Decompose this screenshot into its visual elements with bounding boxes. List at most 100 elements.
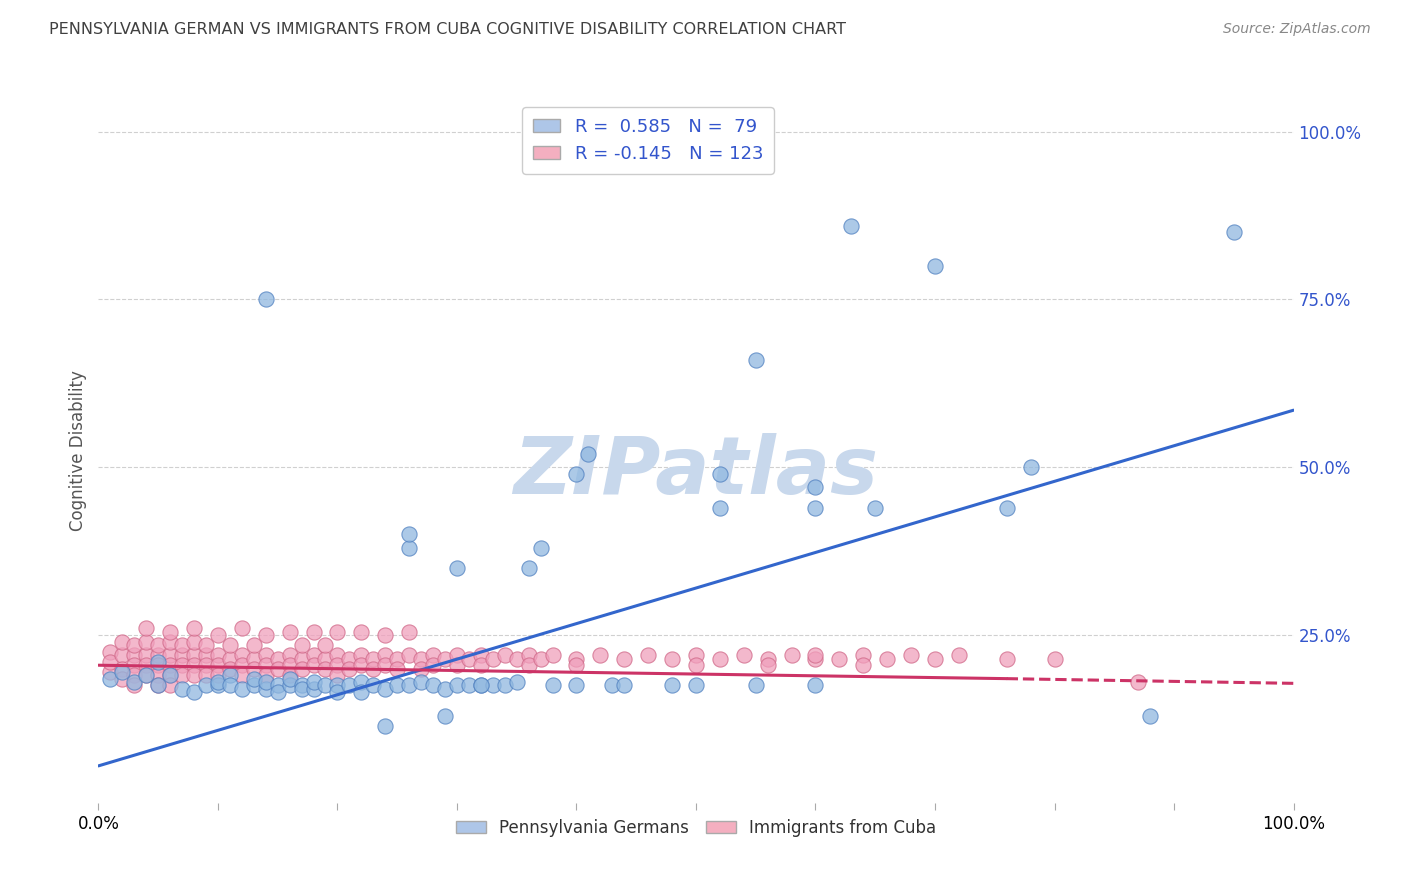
Point [398,541,420,555]
Point [339,651,361,665]
Point [326,685,349,699]
Legend: Pennsylvania Germans, Immigrants from Cuba: Pennsylvania Germans, Immigrants from Cu… [449,813,943,844]
Point [541,678,564,692]
Point [374,718,396,732]
Point [231,681,253,696]
Point [291,681,314,696]
Point [183,648,205,662]
Point [745,352,768,367]
Point [291,651,314,665]
Point [172,638,194,652]
Point [481,651,505,665]
Point [207,678,229,692]
Point [565,467,588,481]
Point [470,678,492,692]
Point [207,675,229,690]
Point [243,672,266,686]
Point [398,624,420,639]
Point [135,648,157,662]
Point [1223,225,1246,239]
Point [385,662,409,676]
Point [458,678,481,692]
Point [530,541,553,555]
Point [804,480,827,494]
Point [350,624,373,639]
Point [159,624,181,639]
Point [183,668,205,682]
Point [291,678,314,692]
Point [506,675,529,690]
Point [446,658,468,673]
Point [578,447,600,461]
Point [374,628,396,642]
Point [481,678,505,692]
Point [709,500,731,515]
Point [291,638,314,652]
Point [613,651,636,665]
Point [124,675,146,690]
Point [1019,460,1042,475]
Point [517,648,540,662]
Point [159,678,181,692]
Point [183,685,205,699]
Point [159,634,181,648]
Point [278,668,301,682]
Point [207,668,229,682]
Point [709,651,731,665]
Point [219,638,242,652]
Point [278,672,301,686]
Point [565,678,588,692]
Point [267,685,290,699]
Point [995,500,1018,515]
Point [852,658,875,673]
Point [470,658,492,673]
Point [278,624,301,639]
Point [804,678,827,692]
Point [278,658,301,673]
Point [804,648,827,662]
Point [183,658,205,673]
Text: ZIPatlas: ZIPatlas [513,433,879,510]
Point [326,668,349,682]
Point [195,638,218,652]
Point [243,651,266,665]
Point [148,668,170,682]
Point [326,678,349,692]
Point [302,681,325,696]
Point [363,662,385,676]
Point [124,678,146,692]
Point [350,675,373,690]
Point [254,628,277,642]
Point [148,638,170,652]
Point [124,648,146,662]
Point [254,648,277,662]
Point [434,651,457,665]
Point [111,634,134,648]
Point [363,678,385,692]
Point [446,561,468,575]
Point [254,658,277,673]
Point [398,648,420,662]
Point [111,672,134,686]
Point [195,678,218,692]
Point [183,621,205,635]
Point [350,648,373,662]
Point [302,658,325,673]
Point [231,658,253,673]
Point [148,678,170,692]
Point [195,648,218,662]
Point [326,624,349,639]
Point [98,665,122,679]
Point [219,668,242,682]
Point [458,651,481,665]
Point [924,259,946,273]
Point [434,708,457,723]
Point [219,678,242,692]
Point [111,648,134,662]
Point [661,651,683,665]
Point [374,681,396,696]
Point [135,668,157,682]
Point [315,662,337,676]
Point [326,658,349,673]
Point [350,685,373,699]
